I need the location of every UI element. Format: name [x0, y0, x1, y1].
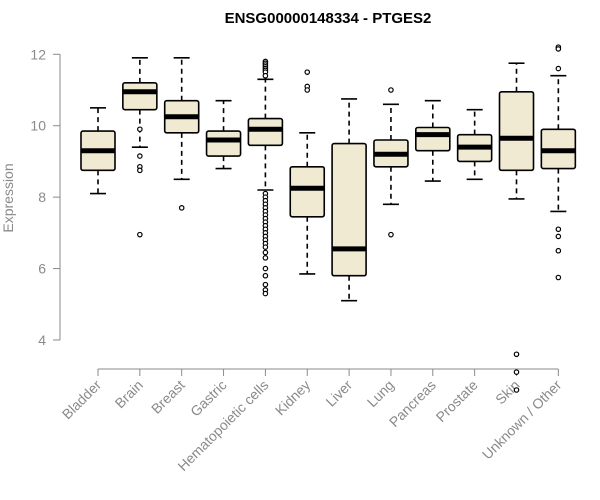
outlier-point — [555, 46, 562, 52]
box-body — [498, 90, 535, 172]
x-tick-label: Liver — [322, 377, 355, 410]
outlier-point — [262, 290, 269, 297]
outlier-point — [555, 247, 562, 254]
box-kidney — [289, 69, 326, 275]
y-tick-label: 12 — [30, 46, 46, 62]
outlier-point — [137, 231, 143, 238]
box-gastric — [205, 99, 242, 170]
outlier-point — [555, 65, 562, 72]
y-tick-label: 6 — [38, 261, 46, 277]
chart-title: ENSG00000148334 - PTGES2 — [225, 10, 432, 27]
outlier-point — [513, 369, 520, 375]
box-breast — [163, 57, 200, 211]
box-bladder — [80, 107, 116, 195]
outlier-point — [388, 87, 394, 93]
outlier-point — [262, 255, 269, 261]
x-tick-label: Kidney — [272, 377, 314, 419]
box-brain — [122, 57, 158, 238]
outlier-point — [262, 272, 269, 279]
y-tick-label: 10 — [30, 118, 46, 134]
box-prostate — [456, 108, 493, 181]
x-tick-label: Prostate — [433, 377, 481, 425]
box-hematopoietic-cells — [247, 58, 284, 297]
outlier-point — [555, 233, 562, 240]
y-tick-label: 8 — [38, 189, 46, 205]
outlier-point — [555, 226, 562, 233]
box-lung — [373, 87, 409, 238]
box-pancreas — [414, 99, 451, 182]
outlier-point — [304, 69, 311, 75]
box-body — [205, 130, 242, 157]
outlier-point — [388, 231, 394, 238]
outlier-point — [555, 274, 562, 281]
y-axis-label: Expression — [0, 163, 16, 232]
x-tick-label: Brain — [112, 377, 146, 411]
outlier-point — [262, 72, 269, 79]
outlier-point — [137, 167, 143, 174]
y-tick-label: 4 — [38, 332, 46, 348]
outlier-point — [137, 126, 143, 133]
x-tick-label: Unknown / Other — [479, 377, 565, 463]
outlier-point — [262, 249, 269, 256]
boxes — [80, 44, 577, 393]
box-body — [247, 117, 284, 147]
box-body — [289, 165, 326, 218]
outlier-point — [137, 153, 143, 159]
outlier-point — [513, 351, 520, 358]
outlier-point — [304, 87, 311, 93]
box-body — [414, 126, 451, 152]
outlier-point — [262, 281, 269, 288]
outlier-point — [178, 205, 185, 211]
x-tick-label: Bladder — [59, 377, 105, 423]
box-liver — [331, 98, 367, 302]
outlier-point — [262, 265, 269, 272]
box-unknown-other — [540, 44, 577, 281]
y-axis: 4 6 8 10 12 — [30, 46, 61, 348]
box-body — [331, 142, 367, 277]
outlier-point — [262, 244, 269, 250]
box-skin — [498, 62, 535, 393]
x-tick-label: Breast — [148, 377, 188, 417]
box-body — [122, 82, 158, 111]
x-tick-label: Pancreas — [386, 377, 439, 430]
outlier-point — [513, 387, 520, 393]
x-tick-label: Lung — [364, 377, 397, 410]
